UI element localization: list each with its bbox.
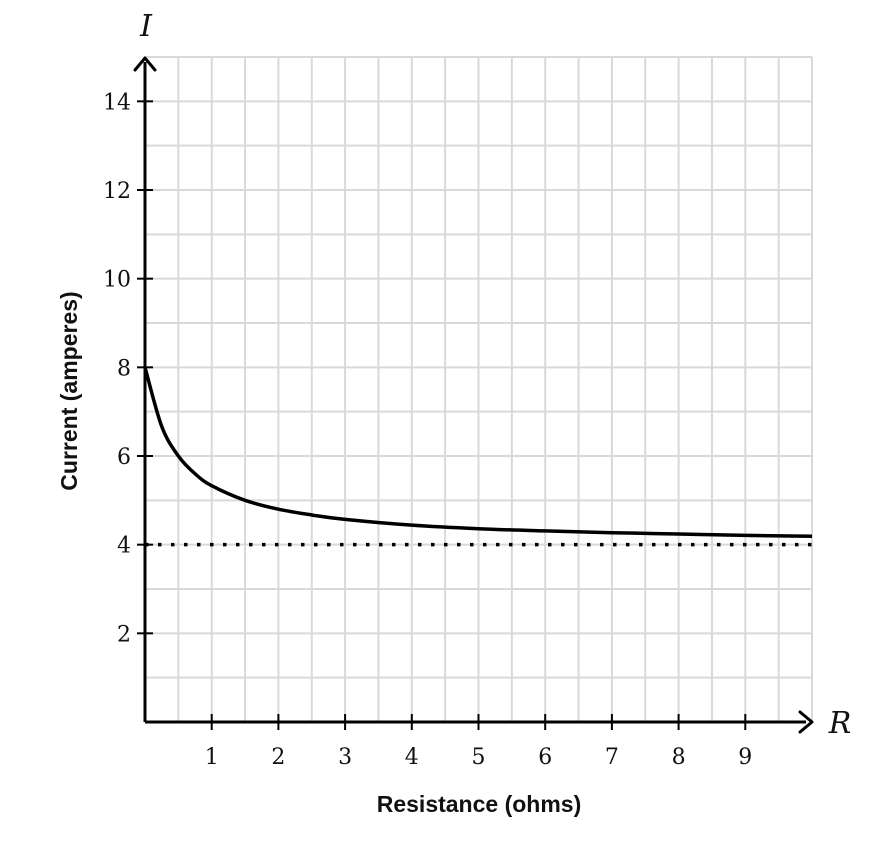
y-tick-label: 2 [117, 622, 131, 647]
y-tick-label: 10 [103, 268, 131, 293]
y-tick-label: 12 [103, 179, 131, 204]
x-tick-label: 8 [672, 745, 686, 770]
grid [145, 56, 813, 722]
x-tick-label: 1 [205, 745, 219, 770]
x-tick-label: 6 [538, 745, 552, 770]
y-tick-label: 8 [117, 356, 131, 381]
y-axis-variable: I [139, 9, 153, 44]
x-axis-variable: R [828, 706, 852, 741]
y-tick-label: 6 [117, 445, 131, 470]
current-curve [143, 366, 813, 538]
x-tick-label: 4 [405, 745, 419, 770]
x-axis-title: Resistance (ohms) [377, 791, 582, 817]
x-tick-label: 5 [472, 745, 486, 770]
axes [133, 56, 814, 734]
x-tick-label: 2 [271, 745, 285, 770]
y-tick-label: 14 [103, 90, 131, 115]
x-axis-arrow [798, 710, 814, 734]
y-axis-title: Current (amperes) [56, 291, 82, 490]
series [143, 366, 813, 547]
x-tick-label: 7 [605, 745, 619, 770]
x-tick-label: 9 [738, 745, 752, 770]
y-tick-label: 4 [117, 534, 131, 559]
y-axis-arrow [133, 56, 157, 72]
x-tick-label: 3 [338, 745, 352, 770]
